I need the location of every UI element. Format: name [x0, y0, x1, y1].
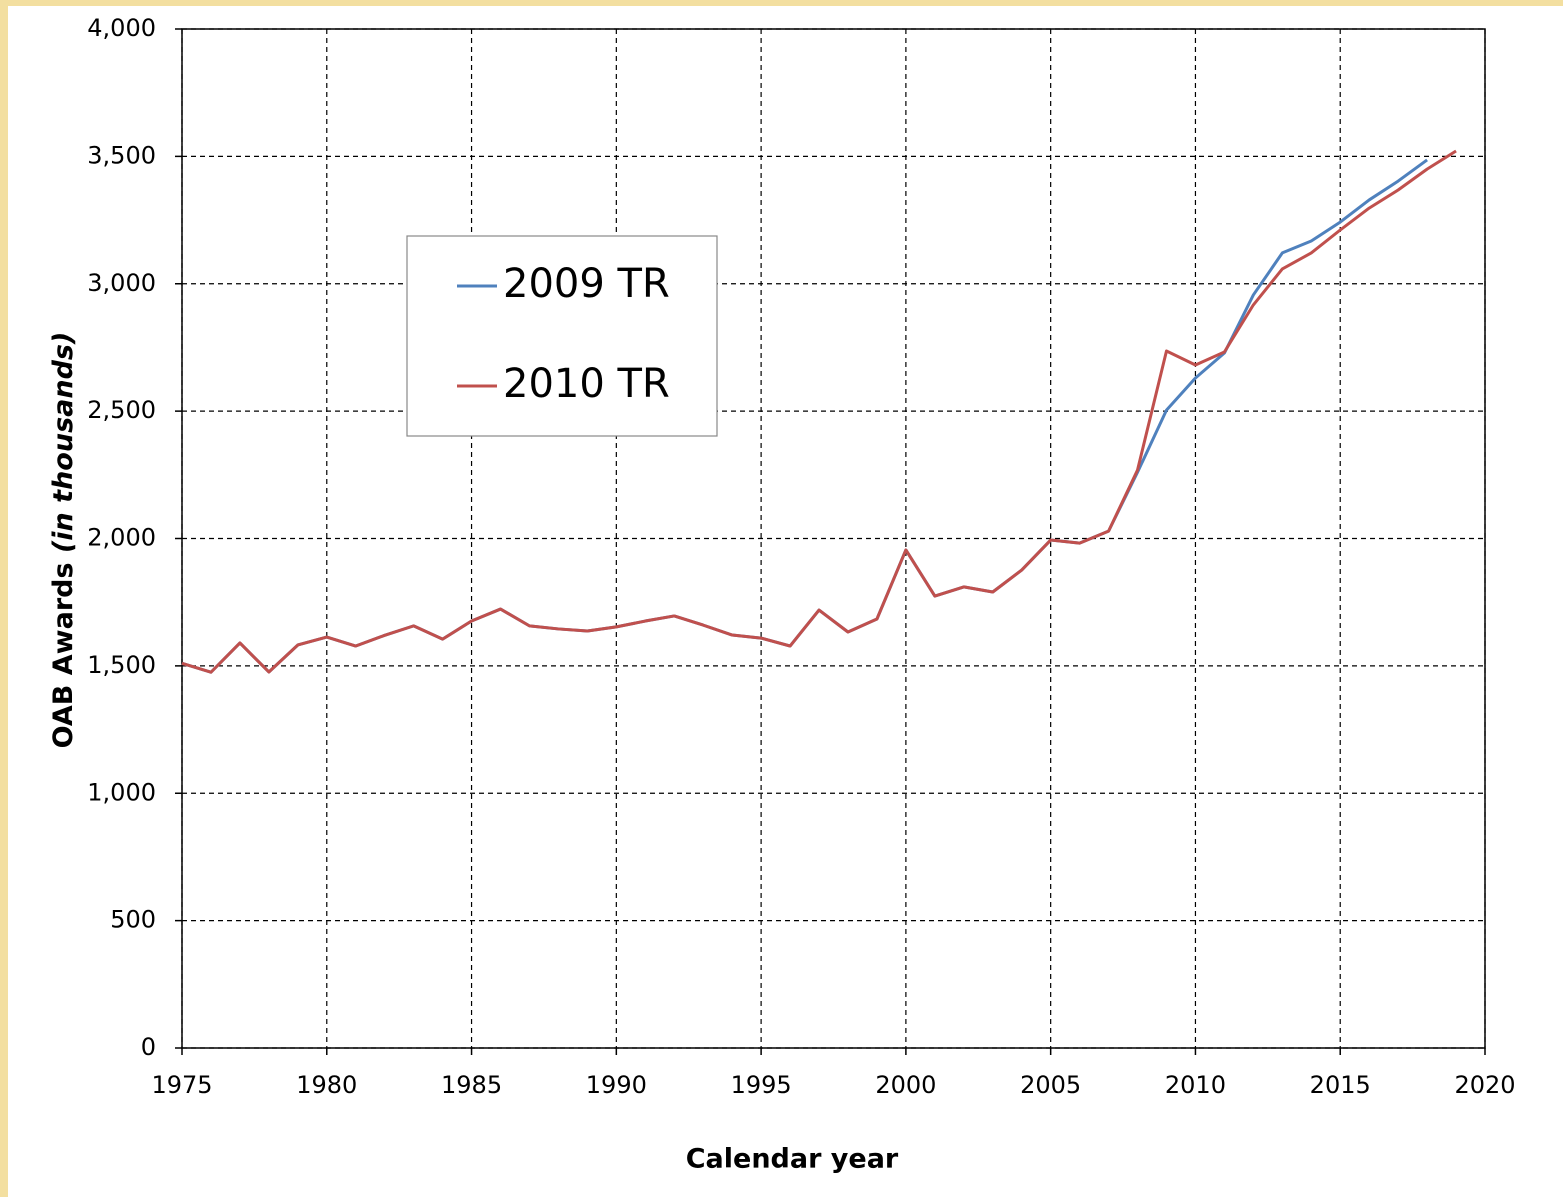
y-tick-label: 0 — [141, 1033, 156, 1061]
series-line — [181, 149, 1457, 674]
plot-frame — [181, 28, 1486, 1049]
y-tick-label: 4,000 — [87, 14, 156, 42]
legend-box — [406, 235, 718, 437]
x-tick-label: 1975 — [151, 1071, 212, 1099]
y-tick-label: 3,500 — [87, 141, 156, 169]
y-tick-label: 500 — [110, 906, 156, 934]
legend-label: 2010 TR — [503, 361, 670, 407]
x-tick-label: 2005 — [1020, 1071, 1081, 1099]
legend-label: 2009 TR — [503, 261, 670, 307]
y-axis-label: OAB Awards (in thousands) — [48, 332, 79, 749]
x-tick-label: 2015 — [1310, 1071, 1371, 1099]
y-tick-label: 1,000 — [87, 778, 156, 806]
y-axis-label-unit: (in thousands) — [48, 332, 79, 553]
x-tick-label: 2000 — [875, 1071, 936, 1099]
y-axis-label-main: OAB Awards — [48, 553, 79, 748]
x-tick-label: 1990 — [586, 1071, 647, 1099]
x-tick-label: 1980 — [296, 1071, 357, 1099]
chart-background — [8, 6, 1563, 1197]
x-tick-label: 2010 — [1165, 1071, 1226, 1099]
x-axis-label: Calendar year — [686, 1144, 899, 1175]
x-tick-label: 1995 — [731, 1071, 792, 1099]
legend: 2009 TR 2010 TR — [406, 235, 718, 437]
y-tick-label: 1,500 — [87, 651, 156, 679]
x-tick-label: 1985 — [441, 1071, 502, 1099]
y-tick-label: 2,000 — [87, 524, 156, 552]
y-tick-label: 2,500 — [87, 396, 156, 424]
y-tick-label: 3,000 — [87, 269, 156, 297]
x-tick-label: 2020 — [1454, 1071, 1515, 1099]
